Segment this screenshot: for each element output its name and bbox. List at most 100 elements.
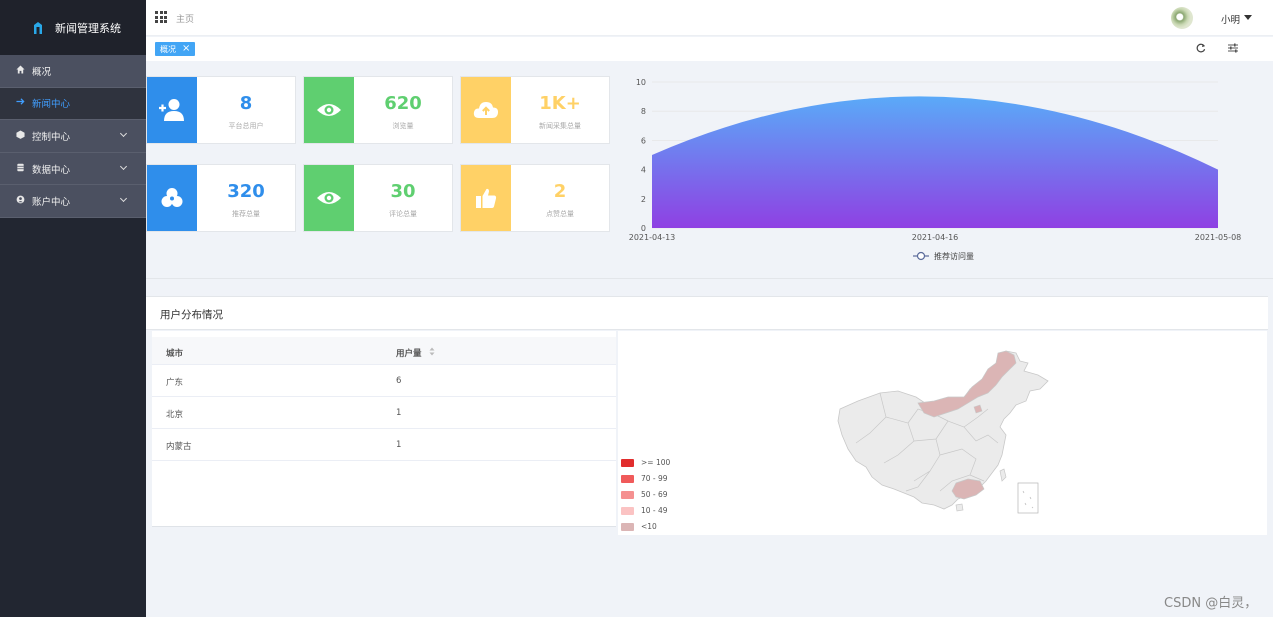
stat-card-users[interactable]: 8 平台总用户: [146, 76, 296, 144]
stat-card-collected[interactable]: 1K+ 新闻采集总量: [460, 76, 610, 144]
stat-value: 2: [553, 181, 567, 202]
distribution-table: 城市 用户量 广东 6 北京 1 内蒙古 1: [152, 331, 616, 527]
x-tick-label: 2021-04-13: [629, 233, 676, 242]
y-tick-label: 10: [636, 78, 646, 87]
region-beijing[interactable]: [973, 404, 983, 414]
china-map-panel: >= 100 70 - 99 50 - 69 10 - 49 <10: [618, 331, 1267, 535]
y-tick-label: 4: [641, 166, 646, 175]
count-cell: 1: [396, 440, 402, 450]
legend-swatch: [621, 474, 634, 483]
stat-value: 30: [390, 181, 416, 202]
share-icon: [147, 165, 197, 231]
table-row[interactable]: 北京 1: [152, 397, 616, 429]
close-icon[interactable]: ×: [182, 43, 191, 54]
cloud-upload-icon: [461, 77, 511, 143]
x-tick-label: 2021-04-16: [912, 233, 959, 242]
legend-label: 50 - 69: [641, 490, 668, 499]
visits-area: [652, 96, 1218, 228]
tabs-bar: 概况 ×: [146, 37, 1273, 61]
stat-value: 8: [239, 93, 253, 114]
arrow-right-icon: [16, 97, 28, 109]
settings-sliders-icon[interactable]: [1226, 42, 1240, 54]
legend-swatch: [621, 490, 634, 499]
sidebar-item-label: 数据中心: [32, 164, 71, 176]
caret-down-icon[interactable]: [1244, 15, 1252, 20]
stat-card-recommend[interactable]: 320 推荐总量: [146, 164, 296, 232]
sidebar-item-news[interactable]: 新闻中心: [0, 87, 146, 121]
map-legend-item[interactable]: >= 100: [621, 458, 670, 467]
legend-swatch: [621, 506, 634, 515]
region-guangdong[interactable]: [951, 478, 985, 500]
region-inner-mongolia[interactable]: [917, 350, 1017, 418]
stat-label: 评论总量: [389, 210, 417, 218]
breadcrumb[interactable]: 主页: [176, 15, 195, 25]
stat-label: 浏览量: [392, 122, 414, 130]
visits-chart: 0 2 4 6 8 10 2021-04-13 2021-04-16 2021-05-08 推荐…: [620, 70, 1260, 270]
tab-label: 概况: [160, 44, 176, 54]
y-tick-label: 0: [641, 224, 646, 233]
legend-label: 10 - 49: [641, 506, 668, 515]
stat-value: 620: [384, 93, 422, 114]
city-cell: 广东: [166, 378, 184, 388]
legend-label: 70 - 99: [641, 474, 668, 483]
sort-icon[interactable]: [429, 347, 435, 356]
chevron-down-icon[interactable]: [119, 162, 128, 170]
avatar[interactable]: [1171, 7, 1193, 29]
home-icon: [16, 65, 28, 77]
stat-label: 推荐总量: [232, 210, 260, 218]
brand: 新闻管理系统: [0, 0, 146, 55]
map-legend-item[interactable]: 10 - 49: [621, 506, 668, 515]
sidebar-item-account[interactable]: 账户中心: [0, 185, 146, 218]
thumbs-up-icon: [461, 165, 511, 231]
visits-chart-svg: 0 2 4 6 8 10 2021-04-13 2021-04-16 2021-05-08 推荐…: [629, 78, 1242, 261]
stat-card-comments[interactable]: 30 评论总量: [303, 164, 453, 232]
legend-swatch: [621, 458, 634, 467]
stat-value: 1K+: [539, 93, 581, 114]
user-name[interactable]: 小明: [1221, 15, 1241, 26]
cube-icon: [16, 130, 28, 142]
account-icon: [16, 195, 28, 207]
stat-label: 新闻采集总量: [539, 122, 581, 130]
count-cell: 6: [396, 376, 402, 386]
tab-overview[interactable]: 概况 ×: [155, 42, 196, 56]
sidebar-item-label: 新闻中心: [32, 99, 71, 111]
section-title: 用户分布情况: [160, 309, 223, 321]
sidebar-menu: 概况 新闻中心 控制中心 数据中心 账户中心: [0, 55, 146, 218]
legend-label: <10: [641, 522, 657, 531]
map-legend-item[interactable]: 50 - 69: [621, 490, 668, 499]
sidebar: 新闻管理系统 概况 新闻中心 控制中心 数据中心: [0, 0, 146, 617]
y-tick-label: 8: [641, 107, 646, 116]
stat-value: 320: [227, 181, 265, 202]
stat-card-likes[interactable]: 2 点赞总量: [460, 164, 610, 232]
china-map[interactable]: [618, 331, 1267, 535]
city-cell: 内蒙古: [166, 442, 192, 452]
x-tick-label: 2021-05-08: [1195, 233, 1242, 242]
column-header-city: 城市: [166, 349, 184, 359]
app-grid-icon[interactable]: [155, 11, 167, 23]
stat-card-views[interactable]: 620 浏览量: [303, 76, 453, 144]
sidebar-item-data[interactable]: 数据中心: [0, 153, 146, 186]
sidebar-item-label: 概况: [32, 66, 52, 78]
watermark: CSDN @白灵，: [1164, 596, 1258, 611]
stat-label: 点赞总量: [546, 210, 574, 218]
stat-label: 平台总用户: [228, 122, 264, 130]
map-legend-item[interactable]: 70 - 99: [621, 474, 668, 483]
refresh-icon[interactable]: [1196, 43, 1206, 56]
chart-legend[interactable]: 推荐访问量: [913, 251, 974, 261]
column-header-count[interactable]: 用户量: [396, 349, 422, 359]
database-icon: [16, 163, 28, 175]
chevron-down-icon[interactable]: [119, 195, 128, 203]
count-cell: 1: [396, 408, 402, 418]
y-tick-label: 6: [641, 136, 646, 145]
table-row[interactable]: 内蒙古 1: [152, 429, 616, 461]
add-user-icon: [147, 77, 197, 143]
table-header: 城市 用户量: [152, 337, 616, 365]
chevron-down-icon[interactable]: [119, 130, 128, 138]
map-legend-item[interactable]: <10: [621, 522, 657, 531]
table-row[interactable]: 广东 6: [152, 365, 616, 397]
sidebar-item-overview[interactable]: 概况: [0, 55, 146, 88]
eye-icon: [304, 77, 354, 143]
logo-icon: [34, 21, 42, 34]
sidebar-item-control[interactable]: 控制中心: [0, 120, 146, 153]
sidebar-item-label: 账户中心: [32, 197, 71, 209]
